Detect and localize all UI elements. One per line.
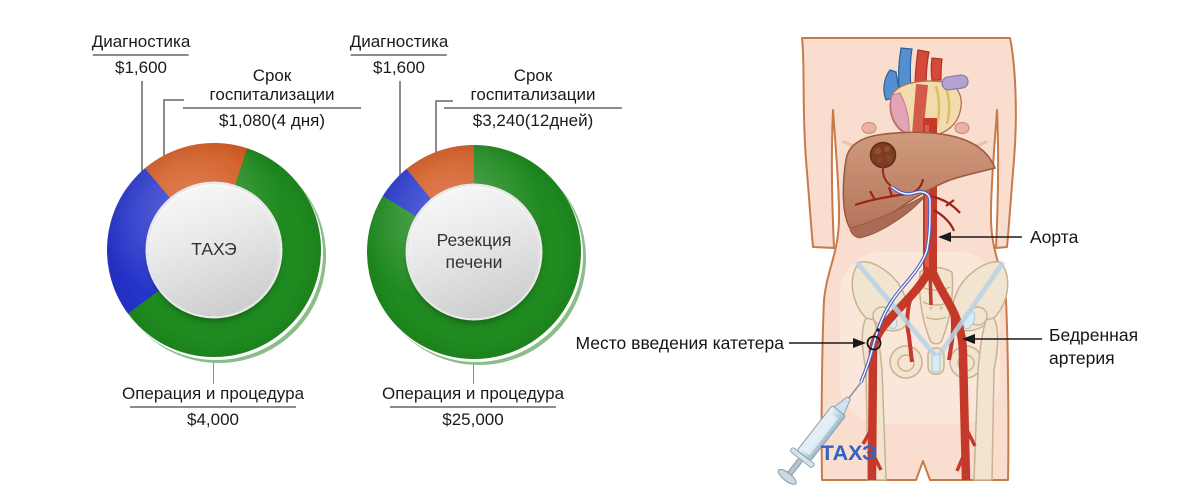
syringe-icon — [777, 381, 862, 485]
leader-line — [435, 100, 437, 171]
diagnostics-value: $1,600 — [115, 57, 167, 77]
chart2-operation-callout: Операция и процедура $25,000 — [382, 384, 564, 429]
nipple — [954, 121, 970, 135]
diagnostics-label: Диагностика — [349, 32, 449, 51]
operation-value: $25,000 — [442, 409, 504, 429]
fraction-bar — [351, 54, 447, 56]
fraction-bar — [130, 406, 296, 408]
catheter-site-label: Место введения катетера — [575, 333, 784, 353]
annotation-femoral-artery: Бедренная артерия — [962, 325, 1138, 368]
donut-center-label: Резекция печени — [408, 186, 540, 318]
hospitalization-label-line2: госпитализации — [470, 85, 596, 104]
donut-center-label: ТАХЭ — [148, 184, 280, 316]
hepatic-arteries — [854, 178, 961, 232]
chart1-diagnostics-callout: Диагностика $1,600 — [92, 32, 191, 77]
leader-line — [435, 100, 453, 102]
arrowhead-icon — [853, 338, 866, 348]
nipple — [861, 121, 877, 135]
operation-label: Операция и процедура — [121, 384, 305, 403]
inguinal-ligaments — [855, 261, 1005, 357]
leader-line — [399, 81, 401, 207]
operation-value: $4,000 — [187, 409, 239, 429]
anatomy-illustration: Аорта Бедренная артерия Место введения к… — [575, 37, 1138, 485]
donut-chart-liver-resection: Резекция печени — [367, 145, 581, 359]
fraction-bar — [444, 107, 622, 109]
hospitalization-value: $1,080(4 дня) — [218, 110, 325, 130]
arrowhead-icon — [938, 232, 951, 242]
chart1-operation-callout: Операция и процедура $4,000 — [122, 384, 304, 429]
liver-illustration — [842, 131, 997, 239]
hospitalization-label-line1: Срок — [513, 66, 553, 85]
fraction-bar — [390, 406, 556, 408]
diagnostics-label: Диагностика — [91, 32, 191, 51]
hospitalization-label-line2: госпитализации — [209, 85, 335, 104]
aorta-label: Аорта — [1030, 227, 1079, 247]
tumor-feeding-vessel — [881, 166, 892, 187]
patient-figure — [777, 37, 1017, 485]
chart2-diagnostics-callout: Диагностика $1,600 — [350, 32, 449, 77]
chart1-hospitalization-callout: Срок госпитализации $1,080(4 дня) — [183, 66, 361, 130]
femoral-artery-label-line1: Бедренная — [1049, 325, 1138, 345]
femoral-artery-label-line2: артерия — [1049, 348, 1115, 368]
donut-chart-tace: ТАХЭ — [107, 143, 321, 357]
fraction-bar — [183, 107, 361, 109]
arrowhead-icon — [962, 334, 975, 344]
catheter-line — [859, 185, 932, 383]
operation-label: Операция и процедура — [381, 384, 565, 403]
fraction-bar — [93, 54, 189, 56]
leader-line — [163, 99, 165, 171]
hospitalization-label-line1: Срок — [252, 66, 292, 85]
chart2-hospitalization-callout: Срок госпитализации $3,240(12дней) — [444, 66, 622, 130]
liver-tumor — [869, 141, 897, 169]
hospitalization-value: $3,240(12дней) — [472, 110, 594, 130]
procedure-label-tace: ТАХЭ — [821, 441, 877, 465]
diagnostics-value: $1,600 — [373, 57, 425, 77]
insertion-site-marker — [866, 335, 882, 351]
annotation-catheter-site: Место введения катетера — [575, 333, 866, 353]
leader-line — [141, 81, 143, 215]
leader-line — [163, 99, 184, 101]
annotation-aorta: Аорта — [938, 227, 1079, 247]
insertion-site-dot — [876, 328, 880, 332]
